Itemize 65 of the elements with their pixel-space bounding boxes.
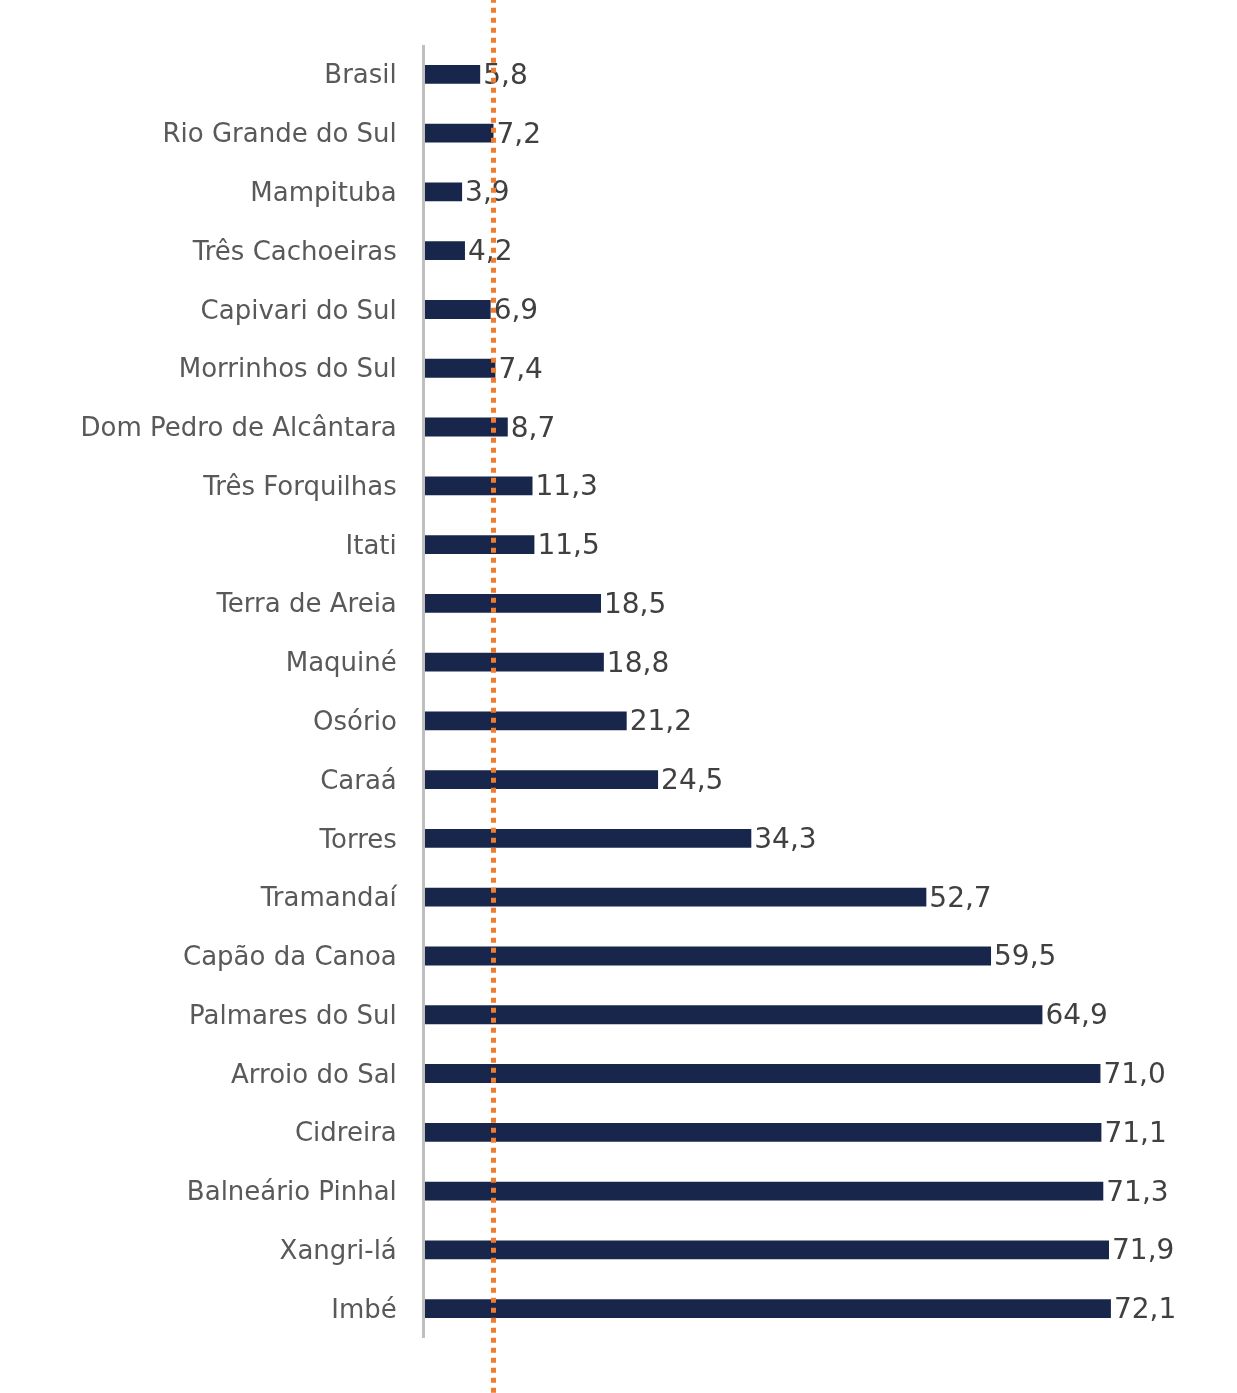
bar xyxy=(425,711,627,731)
y-tick-label: Osório xyxy=(313,705,397,736)
bar xyxy=(425,64,481,84)
bar xyxy=(425,1299,1111,1319)
y-tick-label: Caraá xyxy=(320,764,397,795)
y-tick-label: Torres xyxy=(318,823,397,854)
data-label: 8,7 xyxy=(510,410,556,444)
bar xyxy=(425,535,535,554)
bar xyxy=(425,652,604,672)
bar xyxy=(425,1240,1109,1260)
y-tick-label: Três Forquilhas xyxy=(202,470,397,501)
y-tick-label: Mampituba xyxy=(250,177,397,208)
data-label: 18,8 xyxy=(606,645,670,679)
data-label: 6,9 xyxy=(493,292,539,326)
y-tick-label: Rio Grande do Sul xyxy=(162,118,397,149)
y-tick-label: Brasil xyxy=(324,59,397,90)
bar xyxy=(425,476,533,496)
bar xyxy=(425,946,992,966)
data-label: 7,4 xyxy=(498,351,543,385)
data-label: 11,3 xyxy=(535,469,598,503)
bar xyxy=(425,417,508,437)
bar xyxy=(425,1064,1101,1083)
y-tick-label: Capivari do Sul xyxy=(200,294,397,325)
bar xyxy=(425,593,601,613)
data-label: 64,9 xyxy=(1045,998,1108,1032)
y-tick-label: Balneário Pinhal xyxy=(186,1176,397,1207)
y-tick-label: Xangri-lá xyxy=(279,1234,397,1265)
y-tick-label: Capão da Canoa xyxy=(182,941,397,972)
y-tick-label: Arroio do Sal xyxy=(231,1058,397,1089)
bar xyxy=(425,770,659,790)
y-tick-label: Terra de Areia xyxy=(215,588,397,619)
bar xyxy=(425,182,463,202)
data-label: 18,5 xyxy=(603,586,667,620)
y-tick-label: Palmares do Sul xyxy=(189,999,397,1030)
y-tick-label: Três Cachoeiras xyxy=(191,235,397,266)
bar xyxy=(425,1122,1102,1142)
bar xyxy=(425,887,927,907)
y-tick-label: Dom Pedro de Alcântara xyxy=(80,412,397,443)
data-label: 59,5 xyxy=(994,939,1057,973)
data-label: 3,9 xyxy=(465,175,510,209)
bar xyxy=(425,241,465,261)
bar xyxy=(425,358,496,378)
y-tick-label: Itati xyxy=(345,529,397,560)
data-label: 21,2 xyxy=(629,704,693,738)
data-label: 71,9 xyxy=(1112,1233,1175,1267)
data-label: 7,2 xyxy=(496,116,542,150)
data-label: 52,7 xyxy=(929,880,992,914)
data-label: 71,0 xyxy=(1103,1057,1166,1091)
bar xyxy=(425,829,752,848)
data-label: 24,5 xyxy=(661,763,724,797)
data-label: 34,3 xyxy=(754,821,817,855)
y-tick-label: Cidreira xyxy=(294,1117,397,1148)
data-label: 71,1 xyxy=(1104,1115,1167,1149)
y-tick-label: Morrinhos do Sul xyxy=(178,353,397,384)
bar xyxy=(425,1005,1043,1025)
bar xyxy=(425,123,494,143)
bar xyxy=(425,1181,1104,1201)
y-tick-label: Tramandaí xyxy=(259,882,398,913)
y-tick-label: Maquiné xyxy=(285,647,397,678)
data-label: 4,2 xyxy=(467,234,513,268)
data-label: 11,5 xyxy=(537,528,600,562)
y-tick-label: Imbé xyxy=(331,1293,397,1324)
bar xyxy=(425,300,491,319)
data-label: 71,3 xyxy=(1106,1174,1169,1208)
data-label: 72,1 xyxy=(1113,1292,1177,1326)
